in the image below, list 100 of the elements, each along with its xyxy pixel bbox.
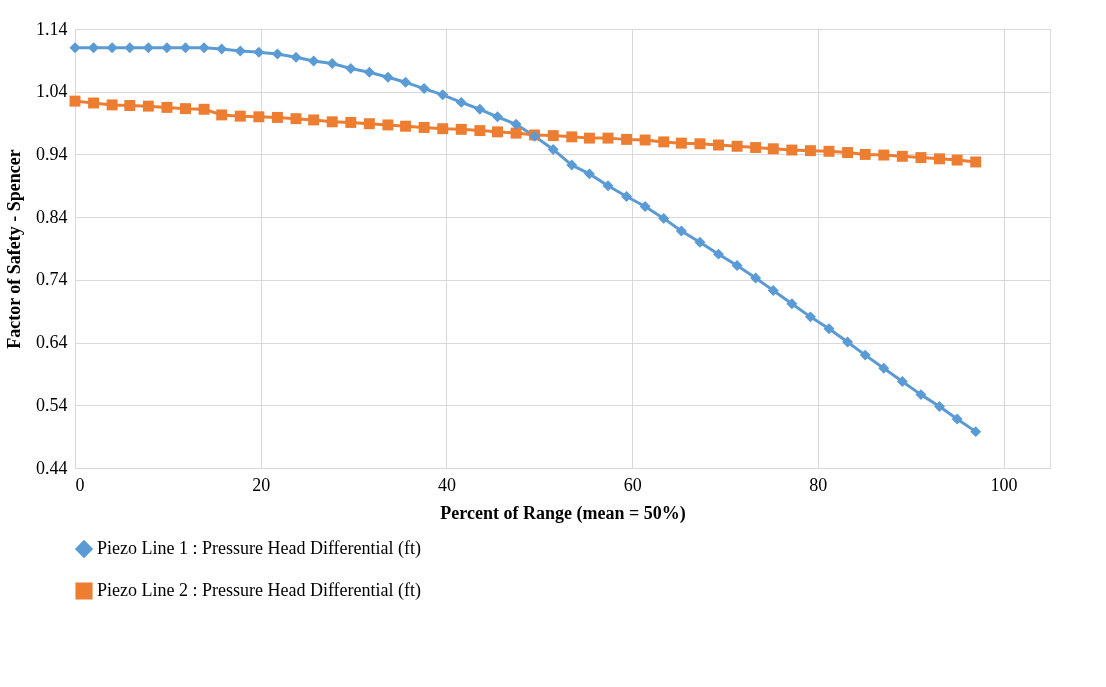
point	[878, 362, 890, 374]
point	[455, 96, 467, 108]
point	[290, 51, 302, 63]
point	[859, 349, 871, 361]
point	[842, 147, 854, 159]
point	[547, 143, 559, 155]
point	[400, 120, 412, 132]
point	[621, 133, 633, 145]
point	[583, 168, 595, 180]
point	[639, 201, 651, 212]
point	[859, 148, 871, 160]
point	[308, 55, 320, 67]
point	[713, 248, 724, 260]
point	[69, 95, 81, 107]
y-axis-title: Factor of Safety - Spencer	[4, 149, 24, 349]
point	[474, 125, 486, 137]
point	[418, 121, 430, 133]
point	[566, 159, 578, 171]
point	[253, 111, 265, 123]
point	[161, 101, 173, 113]
point	[308, 114, 320, 126]
point	[804, 311, 816, 323]
point	[106, 42, 118, 54]
point	[326, 58, 338, 69]
point	[767, 143, 779, 155]
point	[658, 212, 670, 224]
point	[437, 123, 449, 135]
x-tick-label: 80	[809, 474, 828, 495]
point	[786, 298, 798, 310]
point	[934, 153, 945, 165]
point	[418, 83, 430, 95]
point	[731, 259, 743, 271]
point	[823, 145, 835, 157]
point	[510, 127, 522, 139]
point	[198, 42, 210, 54]
y-tick-label: 1.14	[36, 18, 68, 39]
point	[547, 130, 559, 142]
point	[400, 76, 412, 88]
point	[951, 413, 963, 425]
point	[234, 110, 246, 122]
point	[474, 103, 486, 115]
point	[124, 100, 136, 111]
point	[492, 111, 503, 123]
x-tick-label: 60	[623, 474, 642, 495]
point	[951, 154, 963, 166]
point	[804, 145, 816, 157]
legend-label: Piezo Line 2 : Pressure Head Differential (ft)	[97, 580, 422, 601]
point	[326, 116, 338, 128]
legend-label: Piezo Line 1 : Pressure Head Differential (ft)	[97, 538, 422, 559]
point	[694, 138, 706, 150]
point	[896, 375, 908, 387]
point	[970, 426, 982, 438]
point	[510, 118, 522, 130]
x-tick-label: 100	[990, 474, 1018, 495]
point	[180, 42, 191, 54]
y-tick-label: 0.64	[36, 332, 68, 353]
point	[934, 401, 945, 413]
point	[915, 152, 927, 164]
point	[253, 46, 265, 58]
point	[363, 66, 375, 78]
point	[731, 140, 743, 152]
x-tick-label: 40	[437, 474, 456, 495]
point	[823, 323, 835, 335]
point	[566, 131, 578, 143]
point	[345, 63, 357, 74]
point	[198, 103, 210, 115]
point	[621, 190, 633, 202]
point	[842, 336, 854, 348]
y-tick-label: 0.54	[36, 394, 68, 415]
point	[602, 180, 614, 192]
point	[658, 136, 670, 148]
point	[786, 144, 798, 156]
point	[970, 156, 982, 168]
point	[382, 119, 394, 131]
y-tick-label: 0.94	[36, 143, 68, 164]
point	[124, 42, 136, 54]
point	[455, 123, 467, 135]
point	[750, 272, 762, 284]
point	[88, 97, 100, 109]
point	[492, 126, 503, 138]
point	[363, 118, 375, 130]
point	[896, 150, 908, 162]
point	[767, 285, 779, 296]
point	[106, 99, 118, 111]
point	[639, 134, 651, 146]
point	[750, 142, 762, 154]
point	[915, 389, 927, 401]
y-tick-label: 1.04	[36, 81, 68, 102]
point	[675, 225, 687, 237]
point	[271, 111, 283, 123]
point	[878, 149, 890, 161]
y-tick-label: 0.44	[36, 457, 68, 478]
point	[583, 132, 595, 144]
y-tick-label: 0.84	[36, 206, 68, 227]
point	[713, 139, 724, 151]
point	[142, 100, 154, 112]
point	[69, 42, 81, 54]
point	[161, 42, 173, 54]
point	[675, 137, 687, 149]
point	[216, 109, 228, 121]
